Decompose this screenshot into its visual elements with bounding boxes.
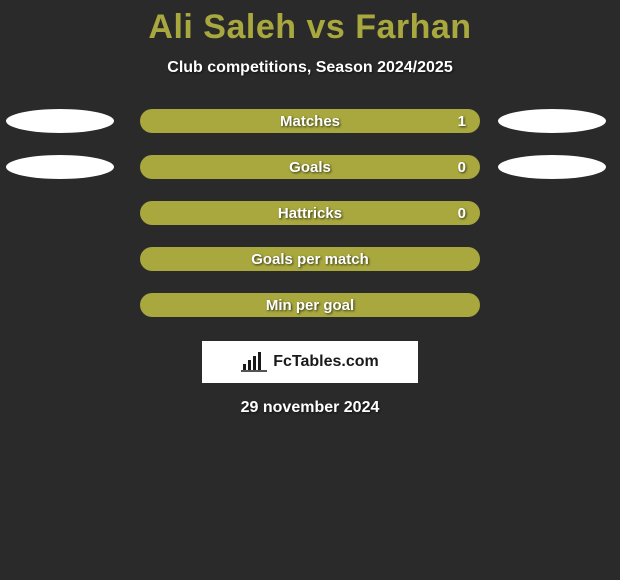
bar-chart-icon	[241, 352, 267, 372]
stat-label: Goals per match	[251, 251, 369, 268]
stat-rows: Matches 1 Goals 0 Hattricks 0 Goals per …	[0, 109, 620, 317]
right-ellipse	[498, 109, 606, 133]
page-subtitle: Club competitions, Season 2024/2025	[167, 59, 452, 77]
stat-label: Goals	[289, 159, 331, 176]
comparison-card: Ali Saleh vs Farhan Club competitions, S…	[0, 0, 620, 417]
source-logo-text: FcTables.com	[273, 353, 379, 371]
stat-value: 1	[458, 113, 466, 130]
date-label: 29 november 2024	[241, 399, 380, 417]
stat-row-hattricks: Hattricks 0	[0, 201, 620, 225]
stat-row-goals-per-match: Goals per match	[0, 247, 620, 271]
stat-row-min-per-goal: Min per goal	[0, 293, 620, 317]
stat-row-matches: Matches 1	[0, 109, 620, 133]
stat-label: Matches	[280, 113, 340, 130]
stat-row-goals: Goals 0	[0, 155, 620, 179]
stat-value: 0	[458, 159, 466, 176]
stat-bar: Goals per match	[140, 247, 480, 271]
stat-bar: Hattricks 0	[140, 201, 480, 225]
page-title: Ali Saleh vs Farhan	[148, 8, 471, 47]
left-ellipse	[6, 109, 114, 133]
stat-bar: Min per goal	[140, 293, 480, 317]
stat-value: 0	[458, 205, 466, 222]
source-logo: FcTables.com	[202, 341, 418, 383]
stat-label: Hattricks	[278, 205, 342, 222]
stat-bar: Goals 0	[140, 155, 480, 179]
stat-label: Min per goal	[266, 297, 354, 314]
stat-bar: Matches 1	[140, 109, 480, 133]
left-ellipse	[6, 155, 114, 179]
right-ellipse	[498, 155, 606, 179]
